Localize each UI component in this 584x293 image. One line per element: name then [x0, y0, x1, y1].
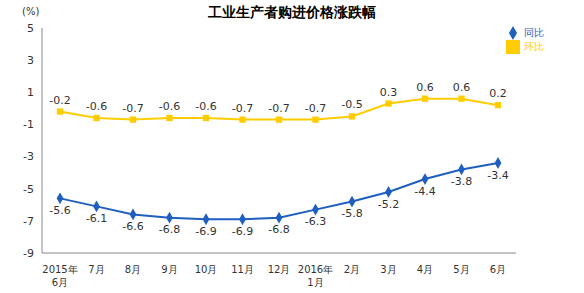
- svg-text:-4.4: -4.4: [414, 185, 435, 198]
- svg-text:-0.6: -0.6: [86, 100, 107, 113]
- svg-text:11月: 11月: [231, 264, 254, 275]
- svg-text:-6.9: -6.9: [232, 225, 253, 238]
- svg-text:0.6: 0.6: [453, 81, 471, 94]
- svg-text:12月: 12月: [268, 264, 291, 275]
- svg-text:-0.6: -0.6: [195, 100, 216, 113]
- svg-text:-7: -7: [23, 215, 34, 228]
- svg-text:2月: 2月: [344, 264, 360, 275]
- svg-text:-9: -9: [23, 247, 34, 260]
- svg-text:8月: 8月: [125, 264, 141, 275]
- svg-text:4月: 4月: [417, 264, 433, 275]
- svg-text:-6.8: -6.8: [268, 223, 289, 236]
- svg-text:2015年: 2015年: [42, 264, 77, 275]
- svg-text:-0.7: -0.7: [122, 102, 143, 115]
- html-text:环比: 环比: [524, 41, 544, 52]
- svg-text:10月: 10月: [195, 264, 218, 275]
- svg-text:9月: 9月: [161, 264, 177, 275]
- svg-text:2016年: 2016年: [298, 264, 333, 275]
- svg-text:7月: 7月: [88, 264, 104, 275]
- svg-text:-0.7: -0.7: [232, 102, 253, 115]
- svg-text:5月: 5月: [453, 264, 469, 275]
- svg-text:-6.3: -6.3: [305, 215, 326, 228]
- svg-text:-6.8: -6.8: [159, 223, 180, 236]
- svg-text:-6.6: -6.6: [122, 220, 143, 233]
- svg-text:-1: -1: [23, 118, 34, 131]
- svg-text:-6.9: -6.9: [195, 225, 216, 238]
- svg-text:-5.6: -5.6: [49, 204, 70, 217]
- svg-text:-5.8: -5.8: [341, 207, 362, 220]
- svg-text:-3.8: -3.8: [451, 175, 472, 188]
- svg-text:5: 5: [27, 22, 34, 35]
- svg-text:3: 3: [27, 54, 34, 67]
- svg-text:-3: -3: [23, 150, 34, 163]
- svg-text:-6.1: -6.1: [86, 212, 107, 225]
- svg-text:6月: 6月: [490, 264, 506, 275]
- svg-text:0.3: 0.3: [380, 86, 398, 99]
- svg-text:-0.2: -0.2: [49, 94, 70, 107]
- svg-text:6月: 6月: [52, 277, 68, 288]
- svg-text:-0.7: -0.7: [268, 102, 289, 115]
- html-text:同比: 同比: [524, 27, 544, 38]
- svg-text:-0.6: -0.6: [159, 100, 180, 113]
- svg-text:1月: 1月: [307, 277, 323, 288]
- html-text:工业生产者购进价格涨跌幅: 工业生产者购进价格涨跌幅: [208, 4, 376, 20]
- svg-text:-0.5: -0.5: [341, 98, 362, 111]
- svg-text:1: 1: [27, 86, 34, 99]
- svg-text:0.2: 0.2: [489, 87, 507, 100]
- svg-text:-0.7: -0.7: [305, 102, 326, 115]
- svg-text:0.6: 0.6: [416, 81, 434, 94]
- svg-text:-3.4: -3.4: [487, 169, 508, 182]
- svg-text:3月: 3月: [380, 264, 396, 275]
- svg-text:-5.2: -5.2: [378, 198, 399, 211]
- svg-text:-5: -5: [23, 183, 34, 196]
